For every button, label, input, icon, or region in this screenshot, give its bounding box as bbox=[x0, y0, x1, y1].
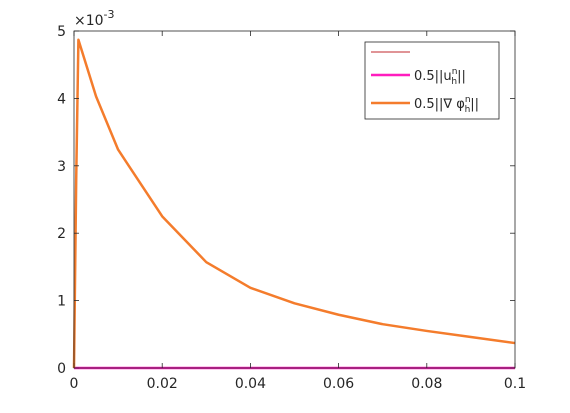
x-tick-label: 0.08 bbox=[411, 376, 442, 392]
y-tick-label: 1 bbox=[57, 294, 66, 310]
y-tick-label: 2 bbox=[57, 226, 66, 242]
x-tick-label: 0.06 bbox=[323, 376, 354, 392]
x-tick-label: 0.1 bbox=[504, 376, 526, 392]
x-tick-label: 0 bbox=[70, 376, 79, 392]
y-tick-label: 3 bbox=[57, 159, 66, 175]
ticks-layer: 0 0.02 0.04 0.06 0.08 0.1 0 1 2 3 4 5 ×10-3 bbox=[57, 8, 526, 392]
x-tick-label: 0.04 bbox=[235, 376, 266, 392]
legend-label-3: 0.5||∇ φn h|| bbox=[414, 95, 479, 115]
series-line-2 bbox=[72, 38, 516, 369]
axes-box bbox=[73, 30, 516, 369]
y-exponent-label: ×10-3 bbox=[74, 8, 115, 29]
x-tick-label: 0.02 bbox=[147, 376, 178, 392]
y-tick-label: 0 bbox=[57, 361, 66, 377]
y-exponent-power: -3 bbox=[104, 8, 115, 21]
legend-box bbox=[364, 41, 500, 120]
legend-label-2: 0.5||un h|| bbox=[414, 67, 466, 87]
axes-layer bbox=[73, 30, 516, 369]
y-tick-label: 5 bbox=[57, 24, 66, 40]
legend: 0.5||un h|| 0.5||∇ φn h|| bbox=[364, 41, 500, 120]
y-tick-label: 4 bbox=[57, 91, 66, 107]
